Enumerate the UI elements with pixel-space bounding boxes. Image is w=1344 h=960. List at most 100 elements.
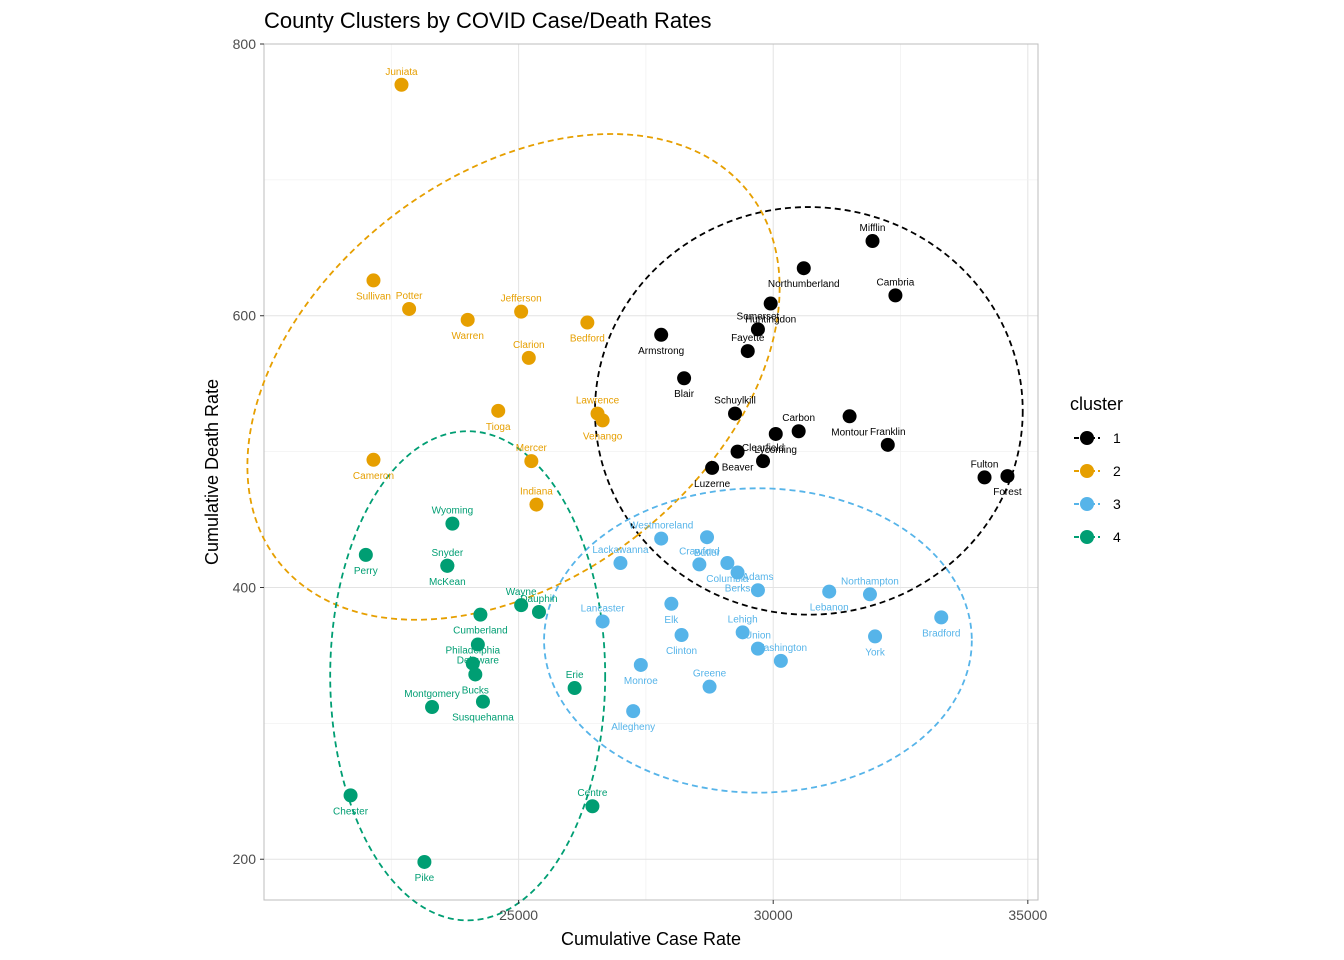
label-blair: Blair [674, 389, 695, 400]
label-centre: Centre [577, 788, 607, 799]
label-mercer: Mercer [516, 443, 548, 454]
label-allegheny: Allegheny [611, 722, 655, 733]
label-forest: Forest [993, 487, 1022, 498]
point-adams [750, 583, 765, 598]
label-bedford: Bedford [570, 334, 605, 345]
point-clearfield [756, 454, 771, 469]
x-tick-label: 25000 [499, 907, 538, 923]
label-venango: Venango [583, 431, 623, 442]
label-sullivan: Sullivan [356, 291, 391, 302]
label-cameron: Cameron [353, 471, 394, 482]
point-clarion [521, 350, 536, 365]
point-lehigh [735, 625, 750, 640]
point-mckean [440, 558, 455, 573]
point-greene [702, 679, 717, 694]
point-chester [343, 788, 358, 803]
point-monroe [633, 657, 648, 672]
label-susquehanna: Susquehanna [452, 713, 514, 724]
point-pike [417, 854, 432, 869]
point-cameron [366, 452, 381, 467]
label-snyder: Snyder [431, 548, 463, 559]
label-northampton: Northampton [841, 576, 899, 587]
point-blair [677, 371, 692, 386]
label-lancaster: Lancaster [581, 603, 626, 614]
point-mercer [524, 454, 539, 469]
label-franklin: Franklin [870, 427, 906, 438]
cluster-2-ellipse [246, 133, 781, 621]
legend: cluster 1 2 3 4 [1070, 394, 1123, 545]
label-monroe: Monroe [624, 676, 658, 687]
point-lebanon [822, 584, 837, 599]
y-tick-label: 600 [233, 308, 257, 324]
label-huntingdon: Huntingdon [745, 315, 796, 326]
label-clinton: Clinton [666, 646, 697, 657]
label-armstrong: Armstrong [638, 346, 684, 357]
legend-label-1: 1 [1113, 430, 1121, 446]
point-juniata [394, 77, 409, 92]
point-sullivan [366, 273, 381, 288]
point-centre [585, 799, 600, 814]
label-mifflin: Mifflin [860, 223, 886, 234]
label-cambria: Cambria [877, 277, 915, 288]
point-bedford [580, 315, 595, 330]
point-fayette [740, 344, 755, 359]
point-bradford [934, 610, 949, 625]
label-philadelphia: Philadelphia [446, 646, 501, 657]
label-potter: Potter [396, 291, 423, 302]
label-beaver: Beaver [722, 463, 754, 474]
label-lackawanna: Lackawanna [592, 545, 649, 556]
point-clinton [674, 628, 689, 643]
point-york [868, 629, 883, 644]
legend-key-4 [1080, 530, 1094, 544]
label-mckean: McKean [429, 577, 466, 588]
label-washington: Washington [755, 643, 807, 654]
point-forest [1000, 469, 1015, 484]
point-montgomery [425, 700, 440, 715]
cluster-4-ellipse [329, 430, 607, 922]
point-montour [842, 409, 857, 424]
label-dauphin: Dauphin [520, 594, 557, 605]
point-erie [567, 681, 582, 696]
label-perry: Perry [354, 566, 378, 577]
point-berks [730, 565, 745, 580]
point-indiana [529, 497, 544, 512]
point-venango [595, 413, 610, 428]
legend-key-3 [1080, 497, 1094, 511]
point-somerset [750, 322, 765, 337]
point-delaware [470, 637, 485, 652]
label-lebanon: Lebanon [810, 603, 849, 614]
label-clearfield: Clearfield [742, 443, 784, 454]
point-bucks [468, 667, 483, 682]
label-berks: Berks [725, 584, 751, 595]
label-schuylkill: Schuylkill [714, 396, 756, 407]
point-warren [460, 312, 475, 327]
label-fayette: Fayette [731, 333, 765, 344]
point-susquehanna [475, 694, 490, 709]
chart-title: County Clusters by COVID Case/Death Rate… [264, 8, 712, 33]
legend-key-2 [1080, 464, 1094, 478]
y-tick-label: 800 [233, 36, 257, 52]
label-westmoreland: Westmoreland [629, 521, 693, 532]
point-philadelphia [465, 656, 480, 671]
point-wayne [514, 598, 529, 613]
point-dauphin [531, 604, 546, 619]
label-carbon: Carbon [782, 413, 815, 424]
point-lancaster [595, 614, 610, 629]
legend-key-1 [1080, 431, 1094, 445]
label-crawford: Crawford [679, 546, 720, 557]
x-tick-label: 30000 [754, 907, 793, 923]
axis-ticks: 25000 30000 35000 200 400 600 800 [233, 36, 1048, 923]
point-northumberland [796, 261, 811, 276]
legend-label-4: 4 [1113, 529, 1121, 545]
point-washington [773, 653, 788, 668]
point-wyoming [445, 516, 460, 531]
label-warren: Warren [451, 331, 483, 342]
label-lycoming: Lycoming [755, 445, 797, 456]
label-lehigh: Lehigh [728, 614, 758, 625]
label-jefferson: Jefferson [501, 294, 542, 305]
label-tioga: Tioga [486, 422, 511, 433]
point-crawford [692, 557, 707, 572]
label-juniata: Juniata [385, 67, 418, 78]
